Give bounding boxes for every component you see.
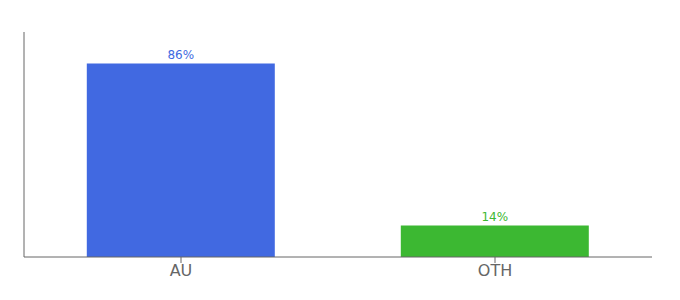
svg-text:OTH: OTH: [478, 261, 512, 280]
svg-text:86%: 86%: [167, 48, 194, 62]
svg-text:AU: AU: [170, 261, 193, 280]
svg-text:14%: 14%: [481, 210, 508, 224]
